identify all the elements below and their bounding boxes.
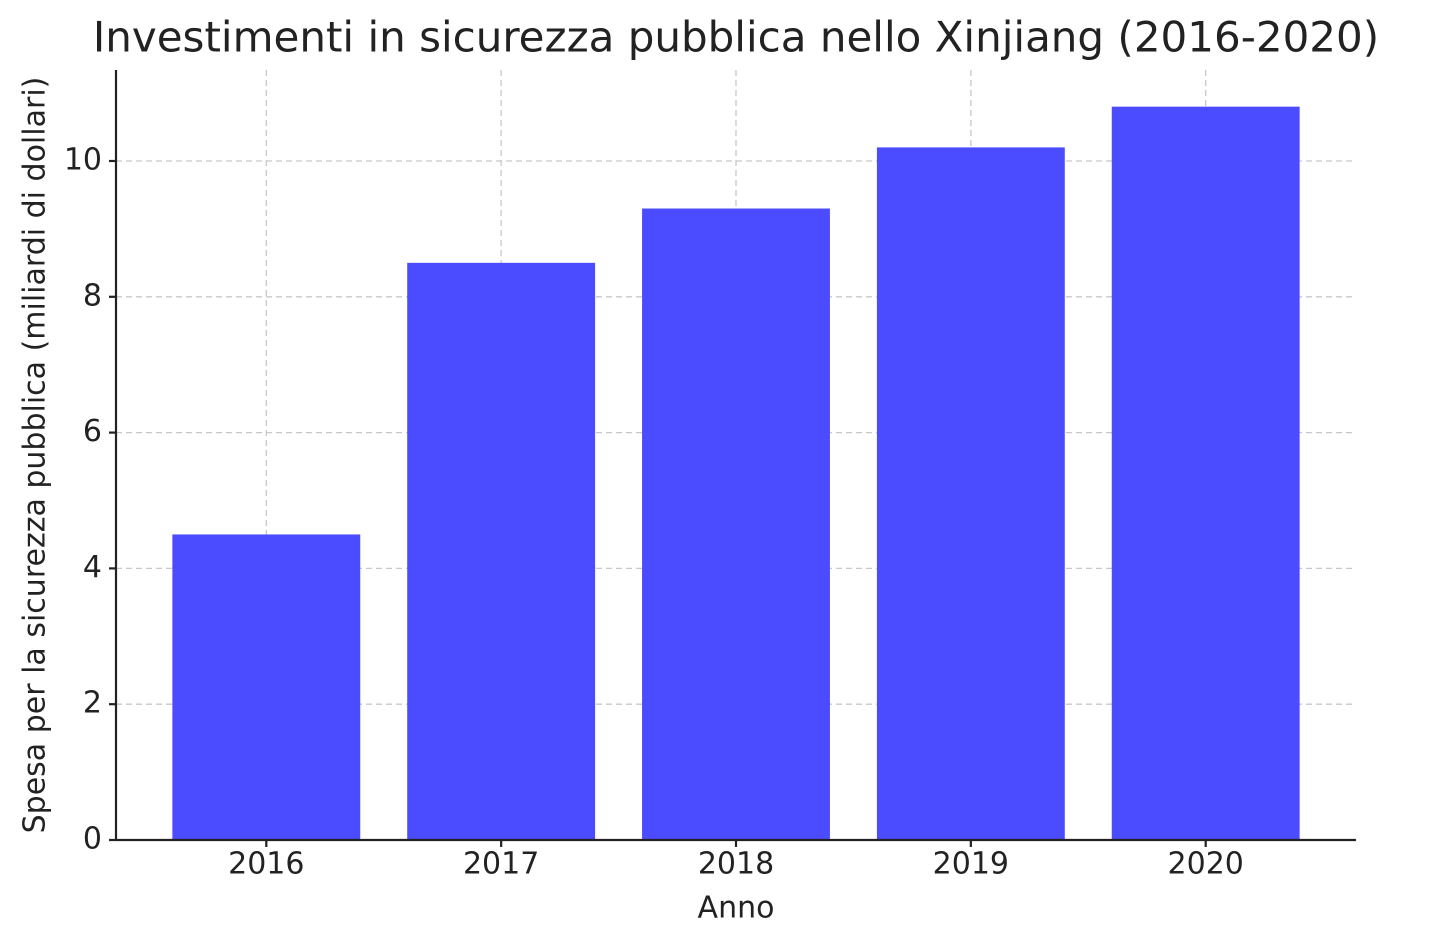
y-tick-label: 2 [83,686,102,721]
bar [1111,106,1300,840]
bar [407,262,596,841]
y-tick-label: 10 [64,142,102,177]
bar [876,147,1065,840]
x-axis-label: Anno [698,891,775,926]
y-tick-label: 4 [83,550,102,585]
y-tick-label: 6 [83,414,102,449]
y-tick-label: 0 [83,822,102,857]
bar [642,208,830,840]
x-tick-label: 2018 [698,847,774,882]
chart-title: Investimenti in sicurezza pubblica nello… [93,13,1379,62]
x-tick-label: 2019 [933,847,1009,882]
bar [172,534,361,840]
x-tick-label: 2017 [463,847,539,882]
x-tick-label: 2020 [1168,847,1244,882]
x-tick-label: 2016 [228,847,304,882]
y-tick-label: 8 [83,278,102,313]
y-axis-label: Spesa per la sicurezza pubblica (miliard… [18,77,53,834]
